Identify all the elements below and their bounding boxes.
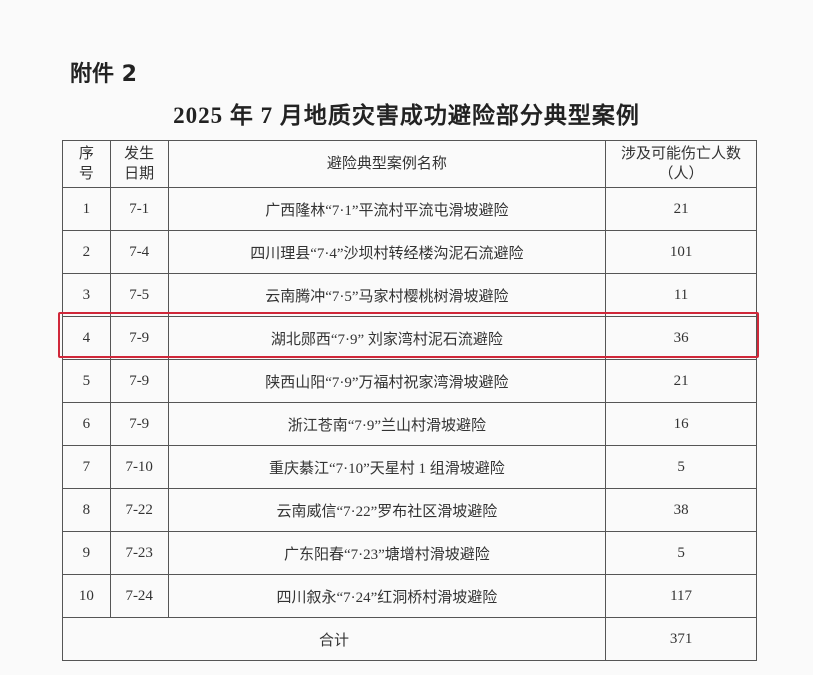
cell-count: 38 [605,488,757,532]
cell-name: 重庆綦江“7·10”天星村 1 组滑坡避险 [167,445,607,489]
cell-date: 7-9 [109,359,169,403]
cell-index: 9 [62,531,111,575]
cell-name: 云南腾冲“7·5”马家村樱桃树滑坡避险 [167,273,607,317]
cases-table: 序号 发生日期 避险典型案例名称 涉及可能伤亡人数（人） 1 7-1 广西隆林“7·… [61,140,757,661]
table-row: 6 7-9 浙江苍南“7·9”兰山村滑坡避险 16 [62,402,757,446]
cell-date: 7-22 [109,488,169,532]
cell-name: 云南威信“7·22”罗布社区滑坡避险 [167,488,607,532]
cell-date: 7-4 [109,230,169,274]
cell-count: 101 [605,230,757,274]
cell-name: 湖北郧西“7·9” 刘家湾村泥石流避险 [167,316,607,360]
table-row: 9 7-23 广东阳春“7·23”塘增村滑坡避险 5 [62,531,757,575]
total-row: 合计 371 [61,617,757,661]
table-row: 10 7-24 四川叙永“7·24”红洞桥村滑坡避险 117 [62,574,757,618]
cell-index: 2 [62,230,111,274]
cell-count: 16 [605,402,757,446]
cell-index: 3 [62,273,111,317]
header-date: 发生日期 [109,140,169,188]
cell-count: 21 [605,187,757,231]
cell-date: 7-5 [109,273,169,317]
cell-date: 7-9 [109,402,169,446]
table-row: 3 7-5 云南腾冲“7·5”马家村樱桃树滑坡避险 11 [62,273,757,317]
cell-name: 广西隆林“7·1”平流村平流屯滑坡避险 [167,187,607,231]
table-row: 8 7-22 云南威信“7·22”罗布社区滑坡避险 38 [62,488,757,532]
cell-name: 浙江苍南“7·9”兰山村滑坡避险 [167,402,607,446]
total-label: 合计 [61,617,607,661]
header-count: 涉及可能伤亡人数（人） [605,140,757,188]
cell-date: 7-9 [109,316,169,360]
table-row: 5 7-9 陕西山阳“7·9”万福村祝家湾滑坡避险 21 [62,359,757,403]
cell-name: 陕西山阳“7·9”万福村祝家湾滑坡避险 [167,359,607,403]
total-count: 371 [605,617,757,661]
table-header-row: 序号 发生日期 避险典型案例名称 涉及可能伤亡人数（人） [62,140,757,188]
table-row: 1 7-1 广西隆林“7·1”平流村平流屯滑坡避险 21 [62,187,757,231]
cell-name: 四川理县“7·4”沙坝村转经楼沟泥石流避险 [167,230,607,274]
cell-index: 4 [62,316,111,360]
cell-date: 7-1 [109,187,169,231]
cell-count: 117 [605,574,757,618]
cell-date: 7-24 [109,574,169,618]
table-row: 2 7-4 四川理县“7·4”沙坝村转经楼沟泥石流避险 101 [62,230,757,274]
attachment-label: 附件 2 [70,62,137,87]
cell-name: 四川叙永“7·24”红洞桥村滑坡避险 [167,574,607,618]
cell-date: 7-10 [109,445,169,489]
cell-count: 5 [605,445,757,489]
cell-count: 11 [605,273,757,317]
cell-index: 10 [62,574,111,618]
cell-count: 36 [605,316,757,360]
cell-index: 8 [62,488,111,532]
cell-index: 1 [62,187,111,231]
cell-name: 广东阳春“7·23”塘增村滑坡避险 [167,531,607,575]
document-title: 2025 年 7 月地质灾害成功避险部分典型案例 [173,103,640,128]
cell-index: 5 [62,359,111,403]
cell-count: 21 [605,359,757,403]
cell-index: 7 [62,445,111,489]
table-row: 4 7-9 湖北郧西“7·9” 刘家湾村泥石流避险 36 [62,316,757,360]
header-index: 序号 [62,140,111,188]
table-row: 7 7-10 重庆綦江“7·10”天星村 1 组滑坡避险 5 [62,445,757,489]
cell-date: 7-23 [109,531,169,575]
cell-index: 6 [62,402,111,446]
header-name: 避险典型案例名称 [167,140,607,188]
cell-count: 5 [605,531,757,575]
